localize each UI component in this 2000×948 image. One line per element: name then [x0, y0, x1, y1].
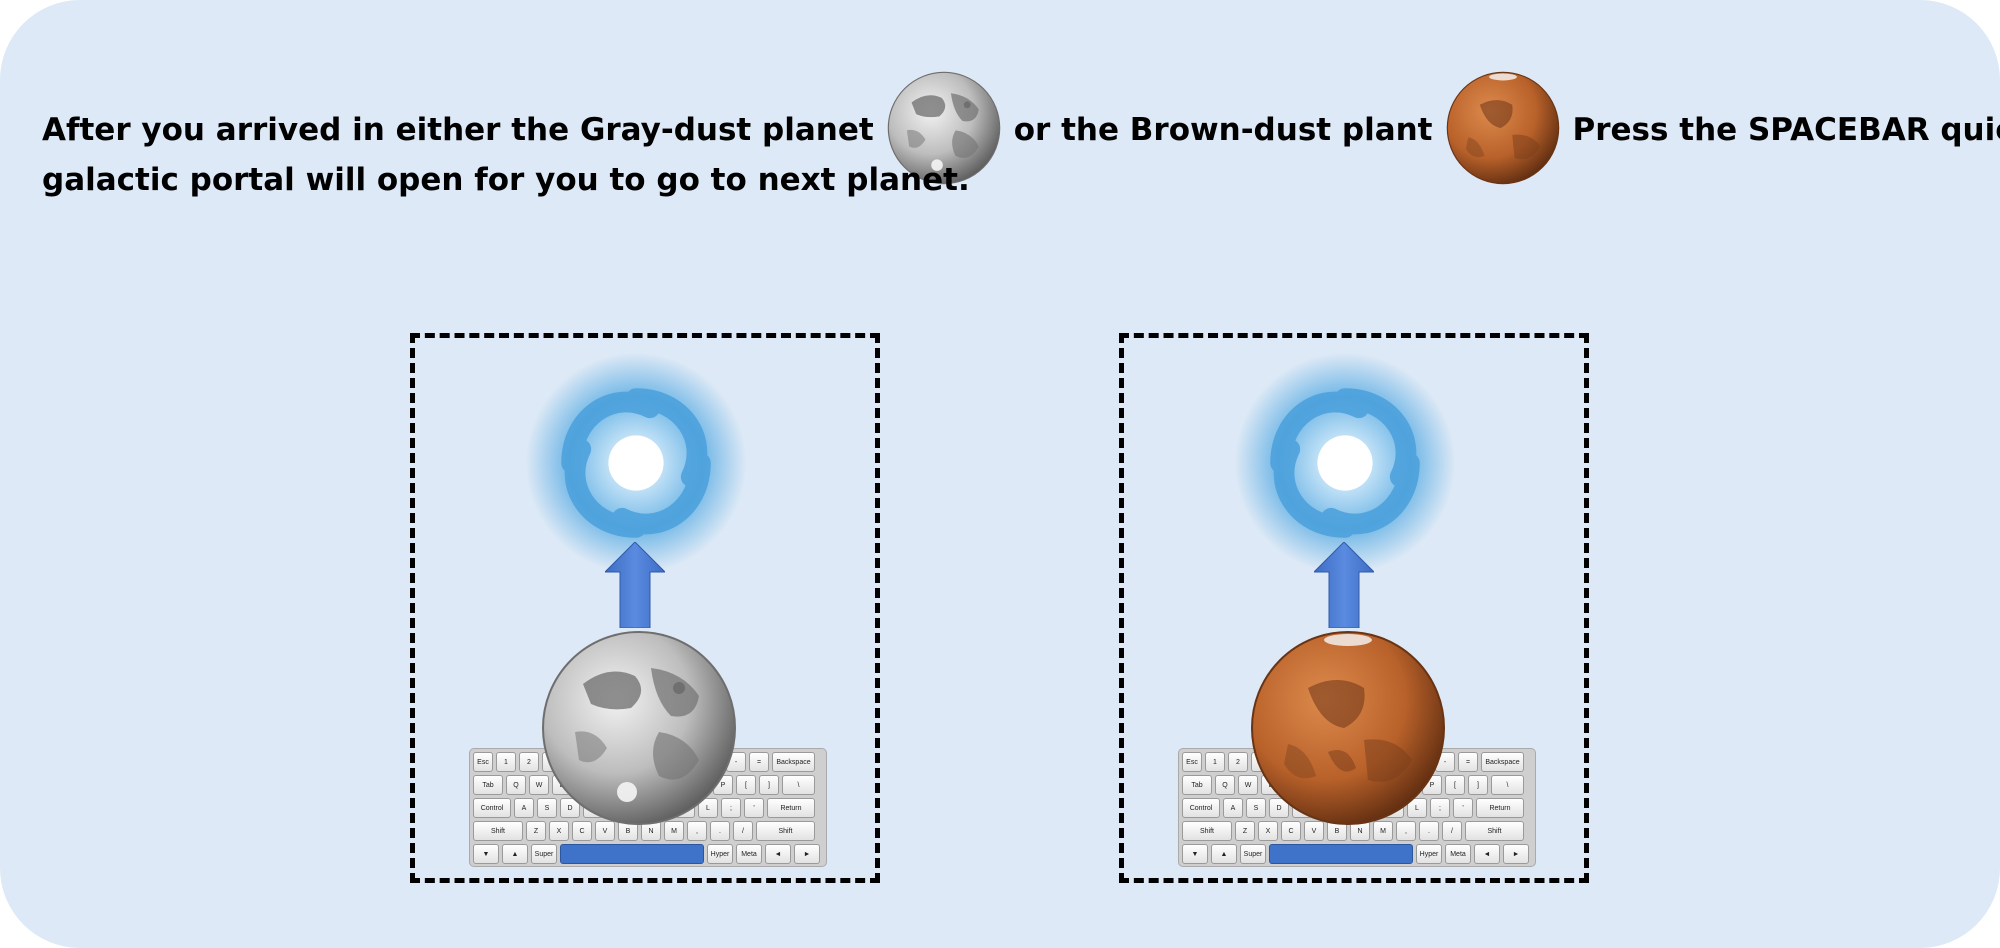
gray-moon-planet-icon — [542, 631, 736, 825]
key: L — [698, 798, 718, 818]
gray-moon-planet-icon — [886, 70, 1002, 186]
key: Shift — [1465, 821, 1524, 841]
key: ' — [1453, 798, 1473, 818]
key: [ — [736, 775, 756, 795]
brown-mars-planet-icon — [1445, 70, 1561, 186]
key: W — [529, 775, 549, 795]
key: / — [733, 821, 753, 841]
key: 2 — [1228, 752, 1248, 772]
key: Return — [767, 798, 815, 818]
blue-vortex-portal-icon — [525, 352, 747, 574]
brown-mars-planet-icon — [1251, 631, 1445, 825]
key: S — [537, 798, 557, 818]
key: Shift — [473, 821, 523, 841]
key: A — [514, 798, 534, 818]
key: [ — [1445, 775, 1465, 795]
key: Hyper — [1416, 844, 1442, 864]
instruction-line-2: galactic portal will open for you to go … — [42, 162, 970, 198]
key: W — [1238, 775, 1258, 795]
key: Meta — [736, 844, 762, 864]
key: ▲ — [1211, 844, 1237, 864]
key: L — [1407, 798, 1427, 818]
key: Shift — [1182, 821, 1232, 841]
key: ◄ — [1474, 844, 1500, 864]
key: V — [1304, 821, 1324, 841]
key: . — [1419, 821, 1439, 841]
key: Meta — [1445, 844, 1471, 864]
key: 1 — [1205, 752, 1225, 772]
key: ► — [794, 844, 820, 864]
key: 1 — [496, 752, 516, 772]
key: Backspace — [772, 752, 815, 772]
key: X — [1258, 821, 1278, 841]
key: X — [549, 821, 569, 841]
key: ] — [1468, 775, 1488, 795]
key: ◄ — [765, 844, 791, 864]
key: , — [687, 821, 707, 841]
key: , — [1396, 821, 1416, 841]
key: D — [1269, 798, 1289, 818]
key: C — [572, 821, 592, 841]
spacebar-key — [560, 844, 704, 864]
key: Control — [1182, 798, 1220, 818]
key: Hyper — [707, 844, 733, 864]
key: C — [1281, 821, 1301, 841]
key: Super — [531, 844, 557, 864]
key: ▲ — [502, 844, 528, 864]
key: N — [1350, 821, 1370, 841]
key: . — [710, 821, 730, 841]
key: Z — [526, 821, 546, 841]
key: \ — [782, 775, 815, 795]
key: ; — [721, 798, 741, 818]
key: Super — [1240, 844, 1266, 864]
gray-planet-panel: Esc 1 2 3 4 5 6 7 8 9 0 - = Backspace Ta… — [410, 333, 880, 883]
key: = — [1458, 752, 1478, 772]
key: = — [749, 752, 769, 772]
instruction-text-part-1: After you arrived in either the Gray-dus… — [42, 111, 874, 148]
brown-planet-panel: Esc 1 2 3 4 5 6 7 8 9 0 - = Backspace Ta… — [1119, 333, 1589, 883]
instruction-text-part-3: Press the SPACEBAR quickly and a — [1572, 111, 2000, 148]
key: Backspace — [1481, 752, 1524, 772]
blue-vortex-portal-icon — [1234, 352, 1456, 574]
instruction-line-1: After you arrived in either the Gray-dus… — [42, 70, 2000, 188]
instruction-text-part-2: or the Brown-dust plant — [1013, 111, 1433, 148]
up-arrow-icon — [1314, 542, 1374, 628]
spacebar-key — [1269, 844, 1413, 864]
key: Return — [1476, 798, 1524, 818]
key: Tab — [473, 775, 503, 795]
key: Tab — [1182, 775, 1212, 795]
key: Control — [473, 798, 511, 818]
key: ; — [1430, 798, 1450, 818]
key: / — [1442, 821, 1462, 841]
key: Esc — [473, 752, 493, 772]
key: Esc — [1182, 752, 1202, 772]
key: M — [1373, 821, 1393, 841]
key: ' — [744, 798, 764, 818]
key: Z — [1235, 821, 1255, 841]
key: V — [595, 821, 615, 841]
key: Q — [506, 775, 526, 795]
key: M — [664, 821, 684, 841]
up-arrow-icon — [605, 542, 665, 628]
key: ▼ — [1182, 844, 1208, 864]
key: \ — [1491, 775, 1524, 795]
key: ] — [759, 775, 779, 795]
key: ▼ — [473, 844, 499, 864]
key: D — [560, 798, 580, 818]
key: Shift — [756, 821, 815, 841]
key: Q — [1215, 775, 1235, 795]
key: 2 — [519, 752, 539, 772]
key: A — [1223, 798, 1243, 818]
key: S — [1246, 798, 1266, 818]
key: ► — [1503, 844, 1529, 864]
